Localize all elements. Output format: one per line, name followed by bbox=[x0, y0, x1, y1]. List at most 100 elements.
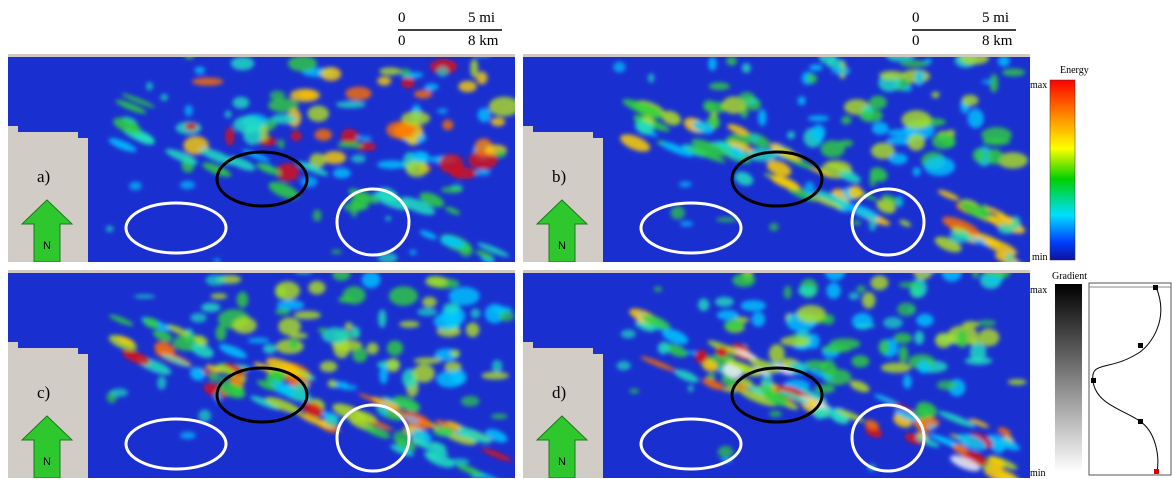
legend-min: min bbox=[1032, 252, 1048, 263]
blob bbox=[688, 385, 694, 392]
blob bbox=[916, 314, 933, 327]
blob bbox=[414, 357, 442, 363]
blob bbox=[425, 276, 448, 287]
figure-canvas: 0 5 mi 0 8 km 0 5 mi 0 8 km Na)Nb)Nc)Nd)… bbox=[0, 0, 1172, 479]
blob bbox=[481, 372, 509, 380]
blob bbox=[470, 474, 486, 479]
blob bbox=[910, 279, 927, 298]
blob bbox=[879, 71, 904, 80]
blob bbox=[377, 76, 391, 85]
blob bbox=[225, 127, 234, 145]
blob bbox=[680, 221, 693, 227]
blob bbox=[855, 324, 876, 328]
blob bbox=[458, 81, 476, 93]
blob bbox=[977, 320, 996, 326]
blob bbox=[826, 283, 840, 299]
blob bbox=[248, 338, 270, 344]
blob bbox=[367, 342, 379, 354]
colorbar bbox=[1055, 284, 1082, 472]
blob bbox=[671, 206, 685, 219]
north-label: N bbox=[43, 240, 51, 252]
blob bbox=[417, 308, 437, 316]
blob bbox=[987, 149, 1003, 165]
blob bbox=[185, 123, 198, 131]
blob bbox=[973, 149, 984, 162]
blob bbox=[717, 310, 739, 320]
blob bbox=[903, 86, 912, 92]
scale-km-end: 8 km bbox=[468, 33, 499, 49]
blob bbox=[387, 341, 403, 356]
blob bbox=[190, 313, 206, 323]
blob bbox=[401, 77, 415, 88]
blob bbox=[823, 314, 834, 325]
blob bbox=[385, 216, 391, 221]
scale-mi-start: 0 bbox=[398, 10, 406, 26]
north-label: N bbox=[43, 456, 51, 468]
blob bbox=[470, 308, 480, 318]
blob bbox=[275, 281, 300, 300]
blob bbox=[157, 376, 166, 390]
blob bbox=[807, 74, 817, 84]
blob bbox=[321, 67, 342, 81]
blob bbox=[314, 129, 332, 141]
blob bbox=[211, 293, 228, 299]
legend-title: Energy bbox=[1060, 65, 1089, 76]
panel-label: a) bbox=[37, 167, 50, 186]
energy-legend: Energy max min bbox=[1030, 65, 1089, 263]
blob bbox=[379, 67, 401, 75]
blob bbox=[400, 68, 411, 76]
blob bbox=[442, 120, 453, 131]
blob bbox=[198, 410, 211, 422]
blob bbox=[918, 360, 931, 373]
blob bbox=[924, 157, 955, 176]
blob bbox=[821, 345, 851, 353]
blob bbox=[269, 91, 285, 101]
blob bbox=[491, 117, 505, 126]
blob bbox=[798, 286, 816, 296]
blob bbox=[413, 364, 435, 383]
blob bbox=[654, 286, 662, 292]
blob bbox=[903, 375, 912, 389]
blob bbox=[752, 312, 765, 327]
blob bbox=[214, 258, 221, 263]
blob bbox=[613, 62, 625, 73]
panel-label: d) bbox=[552, 383, 566, 402]
top-edge bbox=[523, 54, 1030, 57]
blob bbox=[856, 285, 865, 293]
blob bbox=[313, 209, 322, 221]
blob bbox=[231, 56, 255, 70]
blob bbox=[798, 96, 806, 105]
figure: 0 5 mi 0 8 km 0 5 mi 0 8 km Na)Nb)Nc)Nd)… bbox=[0, 0, 1172, 479]
blob bbox=[307, 106, 329, 122]
blob bbox=[899, 282, 921, 288]
blob bbox=[901, 110, 931, 129]
blob bbox=[232, 317, 256, 334]
blob bbox=[233, 97, 250, 109]
blob bbox=[715, 297, 734, 307]
scale-mi-start: 0 bbox=[912, 10, 920, 26]
blob bbox=[985, 275, 1003, 284]
scale-mi-end: 5 mi bbox=[982, 10, 1009, 26]
blob bbox=[937, 380, 957, 390]
blob bbox=[386, 358, 399, 372]
blob bbox=[451, 370, 467, 385]
blob bbox=[437, 67, 448, 77]
top-edge bbox=[8, 270, 515, 273]
blob bbox=[434, 313, 462, 330]
blob bbox=[944, 136, 955, 148]
blob bbox=[881, 363, 912, 373]
blob bbox=[441, 186, 463, 193]
blob bbox=[1002, 69, 1025, 77]
blob bbox=[341, 385, 358, 391]
blob bbox=[333, 168, 351, 178]
blob bbox=[761, 374, 772, 388]
blob bbox=[787, 131, 795, 139]
blob bbox=[345, 87, 371, 101]
panels: Na)Nb)Nc)Nd) bbox=[8, 47, 1036, 479]
blob bbox=[336, 101, 366, 108]
map-image: Nc) bbox=[8, 268, 515, 479]
blob bbox=[489, 97, 520, 117]
blob bbox=[410, 151, 430, 162]
blob bbox=[915, 70, 924, 86]
blob bbox=[291, 131, 302, 141]
